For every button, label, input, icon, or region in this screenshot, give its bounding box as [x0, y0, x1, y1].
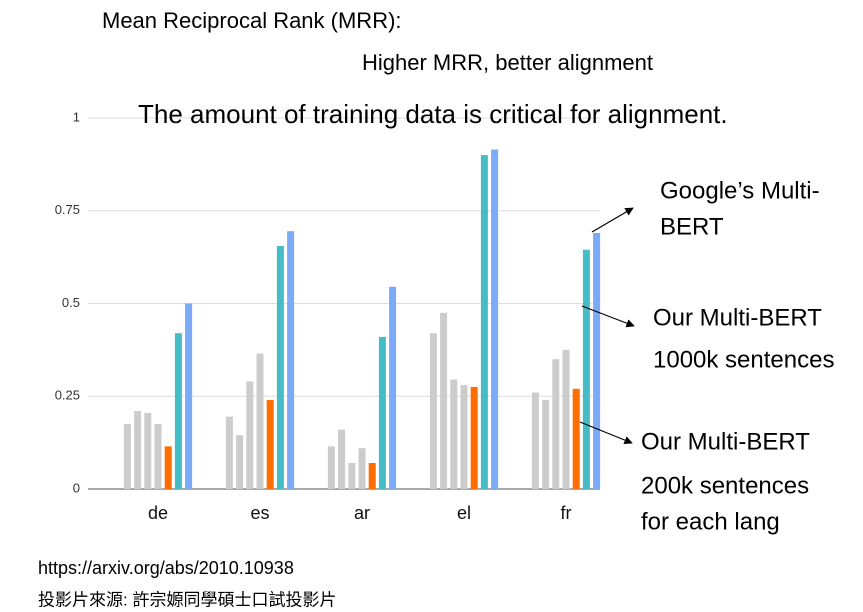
annotation: Our Multi-BERT	[641, 428, 810, 455]
bar	[480, 155, 488, 489]
bar	[470, 386, 478, 489]
x-tick-label: ar	[354, 503, 370, 523]
bar	[593, 233, 601, 489]
bar	[460, 385, 468, 489]
bar	[338, 429, 346, 489]
bar	[450, 379, 458, 489]
bar	[389, 286, 397, 489]
bar	[348, 463, 356, 489]
bar	[429, 333, 437, 489]
bar	[572, 388, 580, 489]
annotation: 1000k sentences	[653, 346, 834, 373]
y-tick-label: 1	[73, 109, 80, 124]
chart-subtitle: Higher MRR, better alignment	[362, 50, 653, 75]
bar	[154, 424, 162, 489]
arrow	[591, 207, 634, 233]
bar	[134, 411, 142, 489]
bar	[368, 463, 376, 489]
bar	[144, 412, 152, 489]
chart-title: Mean Reciprocal Rank (MRR):	[102, 8, 402, 33]
source-url: https://arxiv.org/abs/2010.10938	[38, 558, 294, 578]
y-tick-label: 0.25	[55, 388, 80, 403]
annotation: Our Multi-BERT	[653, 304, 822, 331]
bar	[358, 448, 366, 489]
y-tick-label: 0	[73, 480, 80, 495]
y-tick-label: 0.75	[55, 202, 80, 217]
bar	[562, 349, 570, 489]
bar	[164, 446, 172, 489]
bar	[266, 399, 274, 489]
bar	[123, 424, 131, 489]
bar	[440, 312, 448, 489]
bar	[287, 231, 295, 489]
bar	[582, 249, 590, 489]
x-tick-label: es	[250, 503, 269, 523]
source-credit: 投影片來源: 許宗嫄同學碩士口試投影片	[38, 590, 336, 609]
x-tick-label: el	[457, 503, 471, 523]
bar	[531, 392, 539, 489]
bar	[236, 435, 244, 489]
y-tick-label: 0.5	[62, 295, 80, 310]
annotation: 200k sentences	[641, 472, 809, 499]
bar	[327, 446, 335, 489]
arrow	[581, 305, 635, 328]
bar	[185, 303, 193, 489]
annotation: BERT	[660, 213, 724, 240]
bar	[246, 381, 254, 489]
annotations: The amount of training data is critical …	[138, 99, 834, 535]
x-tick-label: de	[148, 503, 168, 523]
bar	[256, 353, 264, 489]
bar	[225, 416, 233, 489]
bar	[378, 336, 386, 489]
arrow	[579, 421, 633, 445]
annotation: for each lang	[641, 508, 780, 535]
annotation: Google’s Multi-	[660, 177, 820, 204]
annotation: The amount of training data is critical …	[138, 99, 728, 129]
bar	[542, 399, 550, 489]
bar	[491, 149, 499, 489]
bar	[174, 333, 182, 489]
plot-area: 0 0.25 0.5 0.75 1 de es ar el fr	[55, 109, 601, 523]
x-tick-label: fr	[561, 503, 572, 523]
bar	[276, 245, 284, 489]
bar	[552, 359, 560, 489]
